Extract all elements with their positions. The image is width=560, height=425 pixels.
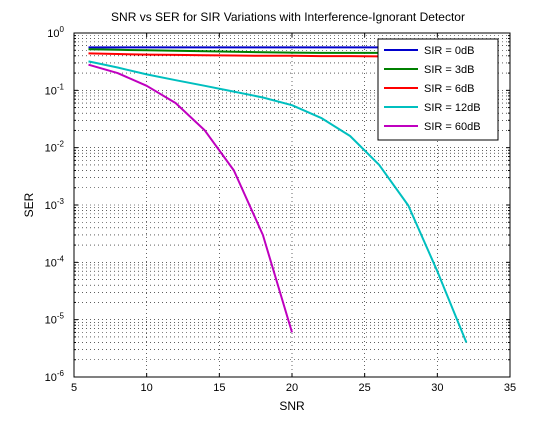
- legend-label-3: SIR = 12dB: [424, 102, 481, 114]
- legend: SIR = 0dB SIR = 3dB SIR = 6dB SIR = 12dB SIR…: [377, 38, 499, 141]
- y-tick-label: 10-6: [45, 369, 65, 384]
- x-tick-label: 30: [431, 382, 443, 394]
- legend-label-0: SIR = 0dB: [424, 45, 474, 57]
- y-tick-label: 100: [47, 25, 64, 40]
- y-tick-label: 10-2: [45, 140, 65, 155]
- legend-box: [377, 38, 499, 141]
- grid: [74, 33, 510, 377]
- series-line-3: [88, 60, 468, 343]
- x-tick-label: 20: [286, 382, 298, 394]
- legend-label-4: SIR = 60dB: [424, 121, 481, 133]
- x-axis-label: SNR: [279, 399, 305, 413]
- x-tick-label: 10: [141, 382, 153, 394]
- y-axis-label: SER: [22, 192, 36, 217]
- y-tick-label: 10-3: [45, 197, 65, 212]
- y-tick-label: 10-4: [45, 254, 65, 269]
- legend-label-1: SIR = 3dB: [424, 64, 474, 76]
- x-tick-label: 35: [504, 382, 516, 394]
- y-tick-label: 10-1: [45, 82, 65, 97]
- x-tick-label: 25: [359, 382, 371, 394]
- x-tick-label: 5: [71, 382, 77, 394]
- chart-title: SNR vs SER for SIR Variations with Inter…: [111, 10, 465, 24]
- axis-ticks: 5 10 15 20 25 30 35 10-6 10-5 10-4 10-3 10-2 10-1 100: [45, 25, 517, 394]
- x-tick-label: 15: [213, 382, 225, 394]
- series-line-4: [88, 63, 293, 333]
- legend-label-2: SIR = 6dB: [424, 83, 474, 95]
- y-tick-label: 10-5: [45, 312, 65, 327]
